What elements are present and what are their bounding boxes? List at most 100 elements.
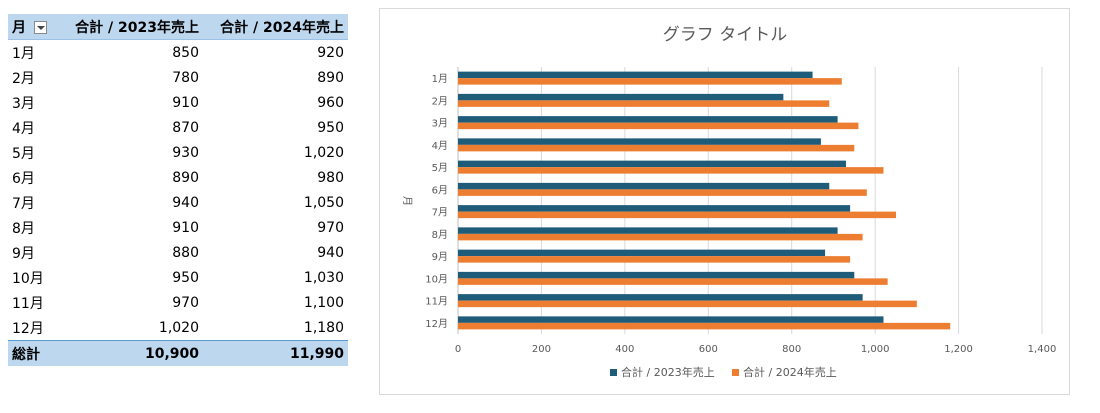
bar-2024[interactable] — [458, 167, 884, 174]
bar-2023[interactable] — [458, 93, 784, 101]
month-cell[interactable]: 10月 — [12, 270, 44, 287]
value-2024-cell[interactable]: 1,020 — [303, 144, 344, 161]
value-2023-cell[interactable]: 950 — [172, 269, 199, 286]
value-2024-cell[interactable]: 940 — [317, 244, 344, 261]
table-row: 5月 930 1,020 — [8, 140, 348, 165]
total-2023[interactable]: 10,900 — [58, 340, 203, 366]
category-label: 9月 — [432, 251, 448, 263]
x-tick-label: 1,400 — [1028, 344, 1057, 355]
category-label: 6月 — [432, 184, 448, 196]
value-2023-cell[interactable]: 880 — [172, 244, 199, 261]
chart-title[interactable]: グラフ タイトル — [663, 25, 787, 45]
bar-2023[interactable] — [458, 205, 851, 212]
total-2024[interactable]: 11,990 — [203, 340, 348, 366]
table-row: 10月 950 1,030 — [8, 265, 348, 290]
bar-2024[interactable] — [458, 78, 842, 85]
category-label: 10月 — [425, 273, 448, 285]
total-row: 総計 10,900 11,990 — [8, 340, 348, 366]
bar-2024[interactable] — [458, 256, 851, 263]
bars — [458, 71, 951, 330]
x-tick-label: 0 — [455, 344, 461, 355]
bar-2023[interactable] — [458, 182, 830, 190]
x-tick-label: 200 — [532, 344, 551, 355]
bar-2023[interactable] — [458, 271, 855, 279]
total-label[interactable]: 総計 — [8, 340, 58, 366]
legend[interactable]: 合計 / 2023年売上 合計 / 2024年売上 — [610, 365, 837, 379]
month-cell[interactable]: 7月 — [12, 195, 35, 212]
month-cell[interactable]: 2月 — [12, 70, 35, 87]
bar-2023[interactable] — [458, 227, 838, 234]
legend-label: 合計 / 2023年売上 — [621, 365, 715, 379]
value-2023-cell[interactable]: 780 — [172, 69, 199, 86]
legend-swatch — [732, 369, 739, 376]
value-2024-cell[interactable]: 950 — [317, 119, 344, 136]
bar-2024[interactable] — [458, 233, 863, 241]
value-2024-cell[interactable]: 970 — [317, 219, 344, 236]
month-cell[interactable]: 6月 — [12, 170, 35, 187]
bar-2023[interactable] — [458, 116, 838, 123]
header-month-label: 月 — [12, 19, 26, 36]
value-2023-cell[interactable]: 910 — [172, 219, 199, 236]
bar-2024[interactable] — [458, 144, 855, 152]
y-axis-title[interactable]: 月 — [401, 196, 413, 206]
month-cell[interactable]: 1月 — [12, 45, 35, 62]
bar-2023[interactable] — [458, 294, 863, 301]
value-2023-cell[interactable]: 870 — [172, 119, 199, 136]
bar-2024[interactable] — [458, 300, 917, 308]
month-cell[interactable]: 12月 — [12, 320, 44, 337]
pivot-table: 月 合計 / 2023年売上 合計 / 2024年売上 1月 850 920 2月 78… — [8, 14, 348, 366]
value-2023-cell[interactable]: 940 — [172, 194, 199, 211]
header-month[interactable]: 月 — [8, 14, 58, 40]
month-cell[interactable]: 9月 — [12, 245, 35, 262]
value-2023-cell[interactable]: 910 — [172, 94, 199, 111]
table-row: 8月 910 970 — [8, 215, 348, 240]
value-2024-cell[interactable]: 1,050 — [303, 194, 344, 211]
table-row: 2月 780 890 — [8, 65, 348, 90]
value-2023-cell[interactable]: 930 — [172, 144, 199, 161]
bar-2024[interactable] — [458, 322, 951, 330]
month-cell[interactable]: 3月 — [12, 95, 35, 112]
gridlines — [457, 67, 1043, 334]
header-2023[interactable]: 合計 / 2023年売上 — [58, 14, 203, 40]
chart-area[interactable]: グラフ タイトル 1月 2月 3月 4月 5月 6月 7月 8月 9月 10月 11月 12月 0 20… — [379, 8, 1070, 395]
month-cell[interactable]: 5月 — [12, 145, 35, 162]
value-2024-cell[interactable]: 960 — [317, 94, 344, 111]
month-cell[interactable]: 8月 — [12, 220, 35, 237]
bar-2024[interactable] — [458, 211, 896, 219]
filter-dropdown-icon[interactable] — [34, 20, 47, 34]
bar-2024[interactable] — [458, 100, 830, 107]
value-2024-cell[interactable]: 890 — [317, 69, 344, 86]
value-2023-cell[interactable]: 970 — [172, 294, 199, 311]
value-2024-cell[interactable]: 1,030 — [303, 269, 344, 286]
x-tick-label: 1,200 — [944, 344, 973, 355]
bar-2023[interactable] — [458, 249, 826, 257]
bar-2023[interactable] — [458, 138, 821, 145]
bar-2023[interactable] — [458, 316, 884, 323]
category-label: 4月 — [432, 140, 448, 152]
pivot-header-row: 月 合計 / 2023年売上 合計 / 2024年売上 — [8, 14, 348, 40]
value-2024-cell[interactable]: 920 — [317, 44, 344, 61]
bar-2024[interactable] — [458, 278, 888, 285]
value-2023-cell[interactable]: 1,020 — [158, 319, 199, 336]
table-row: 3月 910 960 — [8, 90, 348, 115]
value-2024-cell[interactable]: 980 — [317, 169, 344, 186]
value-2023-cell[interactable]: 890 — [172, 169, 199, 186]
x-tick-label: 1,000 — [861, 344, 890, 355]
header-2024[interactable]: 合計 / 2024年売上 — [203, 14, 348, 40]
value-2024-cell[interactable]: 1,100 — [303, 294, 344, 311]
month-cell[interactable]: 11月 — [12, 295, 44, 312]
value-2023-cell[interactable]: 850 — [172, 44, 199, 61]
month-cell[interactable]: 4月 — [12, 120, 35, 137]
table-row: 1月 850 920 — [8, 40, 348, 66]
category-label: 3月 — [432, 118, 448, 130]
x-tick-label: 600 — [699, 344, 718, 355]
table-row: 7月 940 1,050 — [8, 190, 348, 215]
bar-2023[interactable] — [458, 160, 846, 168]
table-row: 9月 880 940 — [8, 240, 348, 265]
table-row: 11月 970 1,100 — [8, 290, 348, 315]
bar-2024[interactable] — [458, 189, 867, 196]
value-2024-cell[interactable]: 1,180 — [303, 319, 344, 336]
bar-2024[interactable] — [458, 122, 859, 130]
category-labels: 1月 2月 3月 4月 5月 6月 7月 8月 9月 10月 11月 12月 — [425, 73, 448, 330]
bar-2023[interactable] — [458, 71, 813, 79]
